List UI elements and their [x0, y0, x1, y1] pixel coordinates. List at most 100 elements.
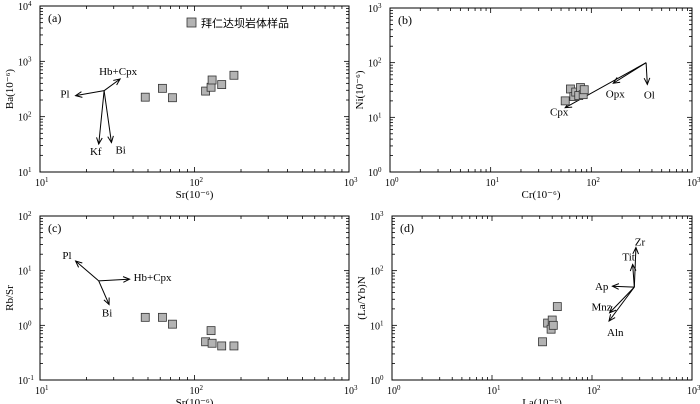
data-point — [560, 96, 570, 106]
y-tick-label: 100 — [370, 374, 384, 387]
plot-frame — [39, 215, 350, 381]
y-tick-label: 102 — [18, 210, 32, 223]
vector-opx — [612, 62, 647, 84]
x-tick-label: 103 — [344, 384, 358, 397]
vector-cpx — [564, 62, 647, 109]
data-point — [206, 326, 216, 336]
vector-label: Ap — [595, 281, 609, 293]
x-tick-label: 101 — [486, 176, 500, 189]
vector-ap — [612, 285, 635, 288]
plot-frame — [39, 5, 350, 173]
data-point — [207, 338, 217, 348]
y-tick-label: 101 — [368, 111, 382, 124]
arrowhead-icon — [608, 314, 616, 322]
y-tick-label: 102 — [18, 111, 32, 124]
vector-label: Zr — [635, 237, 646, 249]
y-tick-label: 101 — [370, 319, 384, 332]
vector-tit — [632, 264, 635, 288]
arrowhead-icon — [113, 78, 122, 86]
y-tick-label: 103 — [370, 210, 384, 223]
plot-frame — [391, 215, 693, 381]
vector-zr — [633, 247, 637, 288]
x-tick-label: 102 — [190, 176, 204, 189]
panel-tag: (a) — [48, 11, 61, 25]
y-tick-label: 102 — [368, 57, 382, 70]
vector-label: Pl — [62, 250, 71, 262]
arrowhead-icon — [629, 263, 637, 272]
data-point — [538, 337, 547, 347]
y-tick-label: 10-1 — [18, 374, 34, 387]
vector-pl — [75, 260, 100, 282]
vector-hb-cpx — [98, 278, 130, 282]
y-tick-label: 101 — [18, 166, 32, 179]
x-tick-label: 102 — [190, 384, 204, 397]
x-tick-label: 103 — [687, 176, 700, 189]
vector-label: Bi — [115, 145, 125, 157]
x-tick-label: 103 — [344, 176, 358, 189]
x-tick-label: 102 — [587, 384, 601, 397]
vector-label: Kf — [90, 146, 102, 158]
data-point — [229, 341, 239, 351]
y-axis-label: Ba(10⁻⁶) — [4, 69, 16, 110]
data-point — [229, 70, 239, 80]
vector-label: Hb+Cpx — [134, 272, 172, 284]
legend-swatch — [186, 17, 197, 28]
y-tick-label: 102 — [370, 265, 384, 278]
vector-ol — [645, 62, 648, 85]
y-axis-label: Ni(10⁻⁶) — [354, 70, 366, 109]
data-point — [168, 93, 177, 103]
panel-3: 101 102 10310-1100101102Sr(10⁻⁶)Rb/Sr(c)Pl… — [4, 210, 358, 404]
x-tick-label: 100 — [385, 176, 399, 189]
vector-label: Pl — [60, 89, 69, 101]
arrowhead-icon — [608, 305, 617, 314]
data-point — [548, 320, 558, 330]
x-axis-label: Sr(10⁻⁶) — [176, 189, 214, 201]
x-tick-label: 102 — [586, 176, 600, 189]
arrowhead-icon — [103, 297, 110, 306]
vector-pl — [75, 90, 105, 97]
vector-label: Tit — [622, 251, 634, 263]
y-tick-label: 100 — [368, 166, 382, 179]
data-point — [217, 341, 227, 351]
y-tick-label: 100 — [18, 319, 32, 332]
data-point — [217, 80, 227, 89]
data-point — [207, 75, 217, 85]
vector-label: Cpx — [550, 107, 569, 119]
vector-aln — [608, 286, 635, 322]
vector-label: Hb+Cpx — [99, 66, 137, 78]
vector-hb-cpx — [103, 78, 121, 92]
arrowhead-icon — [74, 91, 83, 98]
plot-frame — [389, 7, 693, 173]
legend-label: 拜仁达坝岩体样品 — [201, 16, 289, 30]
data-point — [206, 82, 216, 92]
arrowhead-icon — [611, 283, 620, 290]
arrowhead-icon — [96, 137, 103, 146]
data-point — [552, 302, 562, 312]
x-axis-label: La(10⁻⁶) — [522, 397, 562, 404]
y-axis-label: (La/Yb)N — [356, 276, 368, 319]
vector-label: Mnz — [592, 302, 612, 314]
vector-label: Opx — [606, 88, 625, 100]
x-tick-label: 101 — [487, 384, 501, 397]
vector-label: Ol — [644, 89, 655, 101]
arrowhead-icon — [612, 77, 621, 84]
x-tick-label: 100 — [387, 384, 401, 397]
data-point — [168, 319, 177, 329]
panel-tag: (d) — [400, 221, 414, 235]
panel-tag: (c) — [48, 221, 61, 235]
data-point — [158, 83, 167, 93]
vector-kf — [98, 90, 105, 145]
x-axis-label: Cr(10⁻⁶) — [522, 189, 561, 201]
vector-label: Bi — [102, 308, 112, 320]
vector-mnz — [609, 286, 635, 314]
panel-4: 100 101 102 103 100 101 102 103 La(10⁻⁶) (La/Yb)N… — [356, 210, 700, 404]
data-point — [140, 312, 150, 322]
y-tick-label: 104 — [18, 0, 32, 13]
x-tick-label: 101 — [35, 384, 49, 397]
panel-1: 101 102 103 101 102 103 104 Sr(10⁻⁶) Ba(10⁻⁶) (a)… — [4, 0, 358, 201]
panel-tag: (b) — [398, 13, 412, 27]
x-tick-label: 103 — [687, 384, 700, 397]
y-tick-label: 103 — [368, 2, 382, 15]
vector-bi — [103, 90, 112, 143]
